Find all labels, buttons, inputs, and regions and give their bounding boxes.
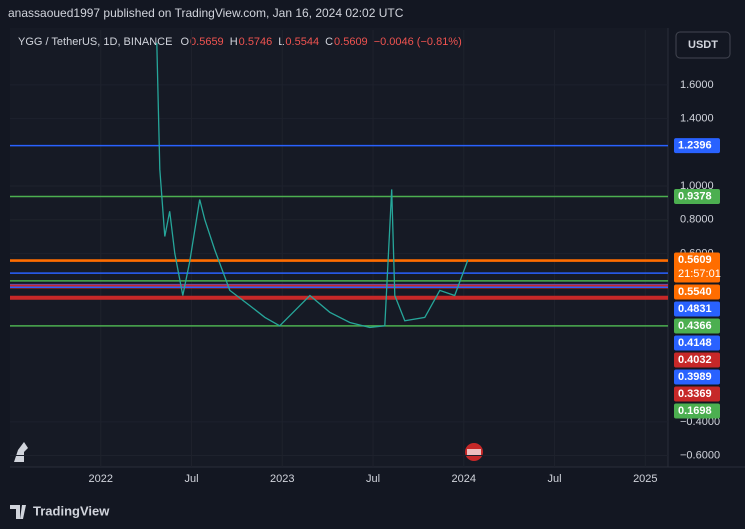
mascot-icon (14, 442, 28, 462)
price-label: 0.1698 (678, 405, 712, 417)
x-tick-label: 2023 (270, 473, 294, 485)
ohlc-key: C (325, 36, 333, 48)
ohlc-value: 0.5659 (190, 36, 224, 48)
x-tick-label: 2024 (452, 473, 476, 485)
price-label: 0.9378 (678, 190, 712, 202)
ohlc-key: L (278, 36, 284, 48)
price-label-box (674, 386, 720, 402)
price-label-box (674, 188, 720, 204)
price-label-box (674, 352, 720, 368)
y-tick-label: −0.4000 (680, 416, 720, 428)
footer-brand: TradingView (33, 503, 110, 518)
change: −0.0046 (−0.81%) (374, 36, 462, 48)
flag-stripe (467, 449, 481, 455)
price-label-box (674, 318, 720, 334)
ohlc-value: 0.5544 (285, 36, 319, 48)
price-label-box (674, 403, 720, 419)
x-tick-label: Jul (548, 473, 562, 485)
y-tick-label: 1.0000 (680, 180, 714, 192)
currency-label: USDT (688, 39, 718, 51)
ohlc-key: H (230, 36, 238, 48)
ohlc-value: 0.5609 (334, 36, 368, 48)
x-tick-label: Jul (366, 473, 380, 485)
ohlc-value: 0.5746 (239, 36, 273, 48)
price-label: 1.2396 (678, 140, 712, 152)
price-label: 0.4148 (678, 337, 712, 349)
y-tick-label: 1.6000 (680, 79, 714, 91)
price-label-box (674, 301, 720, 317)
price-label: 0.4032 (678, 354, 712, 366)
publish-header: anassaoued1997 published on TradingView.… (8, 6, 404, 20)
price-label: 0.3369 (678, 388, 712, 400)
price-label: 0.5609 (678, 254, 712, 266)
footer (0, 497, 745, 529)
ohlc-key: O (180, 36, 189, 48)
price-line (156, 42, 469, 329)
y-tick-label: 1.4000 (680, 113, 714, 125)
price-label: 0.4831 (678, 303, 712, 315)
x-tick-label: 2022 (89, 473, 113, 485)
price-label: 0.5540 (678, 286, 712, 298)
price-label: 0.4366 (678, 320, 712, 332)
x-tick-label: Jul (184, 473, 198, 485)
currency-button[interactable] (675, 31, 731, 59)
price-label-box (674, 284, 720, 300)
countdown: 21:57:01 (678, 268, 721, 280)
legend: YGG / TetherUS, 1D, BINANCE O 0.5659 H 0.574… (18, 36, 462, 48)
tv-logo (10, 505, 26, 519)
price-label: 0.3989 (678, 371, 712, 383)
price-label-box (674, 335, 720, 351)
plot-area (10, 28, 668, 467)
price-label-box (674, 252, 720, 283)
price-label-box (674, 369, 720, 385)
y-tick-label: −0.6000 (680, 449, 720, 461)
symbol: YGG / TetherUS, 1D, BINANCE (18, 36, 172, 48)
y-tick-label: 0.8000 (680, 214, 714, 226)
x-tick-label: 2025 (633, 473, 657, 485)
price-label-box (674, 138, 720, 154)
